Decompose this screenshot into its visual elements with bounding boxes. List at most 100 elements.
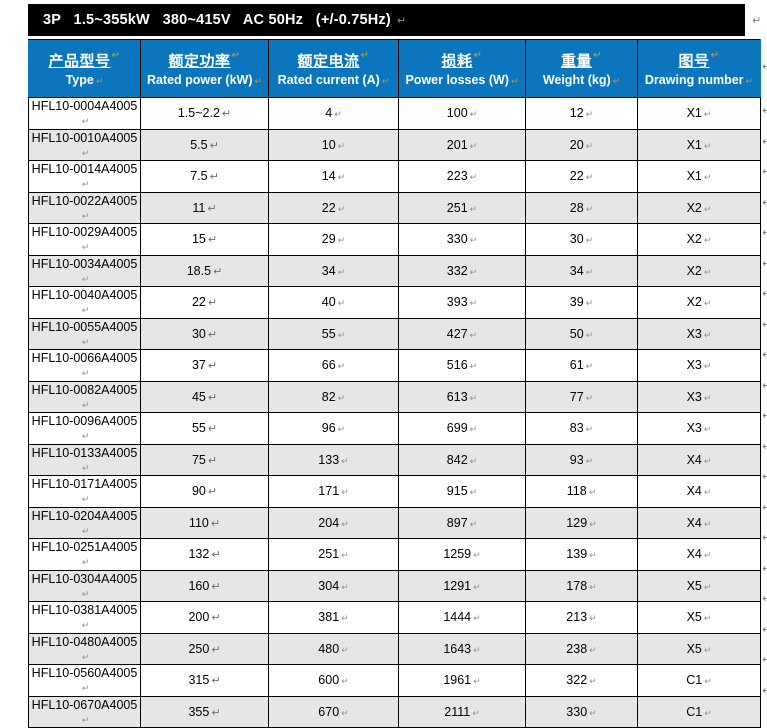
cell-drawing: X2 ↵ [637,191,761,224]
cell-type-value: HFL10-0010A4005 [31,130,138,145]
cell-losses-value: 223 [446,169,468,184]
cell-type-value: HFL10-0029A4005 [31,225,138,240]
cell-current: 133 ↵ [268,443,399,476]
paragraph-mark-icon: ↵ [337,172,346,183]
cell-losses-value: 427 [446,326,468,341]
cell-weight-value: 77 [569,389,584,404]
paragraph-mark-icon: ↵ [337,235,346,246]
column-header-rated-power: 额定功率↵ Rated power (kW) ↵ [140,39,269,98]
cell-type-value: HFL10-0055A4005 [31,319,138,334]
paragraph-mark-icon: ↵ [337,266,346,277]
paragraph-mark-icon: ↵ [81,116,90,127]
cell-type: HFL10-0171A4005 ↵ [28,475,141,508]
paragraph-mark-icon: ↵ [207,454,218,467]
paragraph-mark-icon: ↵ [81,399,90,410]
paragraph-mark-icon: ↵ [589,613,597,624]
cell-type-value: HFL10-0022A4005 [31,193,138,208]
paragraph-mark-icon: ↵ [473,581,481,592]
cell-weight: 28 ↵ [525,191,638,224]
paragraph-mark-icon: ↵ [341,550,349,561]
table-row: HFL10-0133A4005↵ 75 ↵ 133 ↵ 842 ↵ 93 ↵ X4 ↵ [28,443,761,476]
cell-weight: 83 ↵ [525,412,638,445]
cell-losses: 223 ↵ [398,160,526,193]
paragraph-mark-icon: ↵ [703,109,712,120]
cell-drawing-value: X2 [686,232,702,247]
paragraph-mark-icon: ↵ [473,644,481,655]
cell-type-value: HFL10-0560A4005 [31,666,138,681]
table-row: HFL10-0014A4005↵ 7.5 ↵ 14 ↵ 223 ↵ 22 ↵ X1 ↵ [28,160,761,193]
table-row: HFL10-0670A4005↵ 355 ↵ 670 ↵ 2111 ↵ 330 ↵ C1 ↵ [28,695,761,728]
paragraph-mark-icon: ↵ [703,235,712,246]
cell-current-value: 251 [318,547,340,562]
cell-type-value: HFL10-0034A4005 [31,256,138,271]
cell-power-value: 7.5 [190,169,208,184]
column-header-en-label: Rated power (kW) [146,73,253,87]
cell-weight: 213 ↵ [525,601,638,634]
cell-losses-value: 1259 [443,547,472,562]
paragraph-mark-icon: ↵ [762,379,767,392]
table-row: HFL10-0004A4005↵ 1.5~2.2 ↵ 4 ↵ 100 ↵ 12 ↵ X1 ↵ [28,97,761,130]
paragraph-mark-icon: ↵ [207,360,218,373]
cell-drawing: X5 ↵ [637,632,761,665]
cell-drawing: X2 ↵ [637,254,761,287]
cell-weight-value: 39 [569,295,584,310]
table-row: HFL10-0381A4005↵ 200 ↵ 381 ↵ 1444 ↵ 213 ↵ X5 ↵ [28,601,761,634]
cell-drawing-value: X2 [686,295,702,310]
cell-type: HFL10-0022A4005 ↵ [28,191,141,224]
cell-weight-value: 34 [569,263,584,278]
paragraph-mark-icon: ↵ [211,549,221,562]
paragraph-mark-icon: ↵ [593,50,602,61]
cell-power: 200 ↵ [140,601,269,634]
paragraph-mark-icon: ↵ [703,140,712,151]
paragraph-mark-icon: ↵ [762,257,767,270]
table-row: HFL10-0022A4005↵ 11 ↵ 22 ↵ 251 ↵ 28 ↵ X2 ↵ [28,191,761,224]
cell-weight: 39 ↵ [525,286,638,319]
paragraph-mark-icon: ↵ [396,14,407,27]
cell-power-value: 22 [191,295,206,310]
cell-power: 45 ↵ [140,380,269,413]
paragraph-mark-icon: ↵ [341,518,349,529]
cell-current-value: 40 [321,295,336,310]
paragraph-mark-icon: ↵ [341,613,349,624]
paragraph-mark-icon: ↵ [762,593,767,605]
table-header-row: 产品型号↵ Type ↵ 额定功率↵ Rated power (kW) ↵ 额定电流… [28,39,761,98]
cell-losses-value: 330 [446,232,468,247]
column-header-en-label: Drawing number [644,73,744,87]
cell-losses: 1259 ↵ [398,538,526,571]
column-header-power-losses: 损耗↵ Power losses (W) ↵ [398,39,526,98]
paragraph-mark-icon: ↵ [210,517,221,530]
cell-type: HFL10-0004A4005 ↵ [28,97,141,130]
cell-drawing: X1 ↵ [637,160,761,193]
cell-weight-value: 139 [566,547,588,562]
paragraph-mark-icon: ↵ [703,203,712,214]
paragraph-mark-icon: ↵ [469,298,478,309]
cell-losses: 897 ↵ [398,506,526,539]
paragraph-mark-icon: ↵ [745,76,754,86]
paragraph-mark-icon: ↵ [762,562,767,575]
paragraph-mark-icon: ↵ [111,50,121,61]
paragraph-mark-icon: ↵ [585,361,594,372]
cell-power-value: 15 [191,232,206,247]
cell-drawing-value: X4 [686,515,702,530]
column-header-type: 产品型号↵ Type ↵ [28,39,141,98]
cell-weight-value: 93 [569,452,584,467]
cell-weight: 77 ↵ [525,380,638,413]
cell-losses-value: 699 [446,421,468,436]
cell-weight-value: 178 [566,578,588,593]
paragraph-mark-icon: ↵ [762,349,767,361]
paragraph-mark-icon: ↵ [207,423,218,436]
paragraph-mark-icon: ↵ [704,676,712,687]
cell-losses: 842 ↵ [398,443,526,476]
paragraph-mark-icon: ↵ [469,424,478,435]
table-row: HFL10-0560A4005↵ 315 ↵ 600 ↵ 1961 ↵ 322 ↵ C1 ↵ [28,664,761,697]
column-header-cn-label: 产品型号 [48,53,111,70]
paragraph-mark-icon: ↵ [762,501,767,514]
cell-type: HFL10-0480A4005 ↵ [28,632,141,665]
cell-power-value: 37 [191,358,206,373]
cell-losses-value: 2111 [444,704,471,719]
cell-power: 22 ↵ [140,286,269,319]
paragraph-mark-icon: ↵ [585,203,594,214]
cell-current: 34 ↵ [268,254,399,287]
cell-current-value: 171 [318,484,340,499]
paragraph-mark-icon: ↵ [334,109,342,120]
